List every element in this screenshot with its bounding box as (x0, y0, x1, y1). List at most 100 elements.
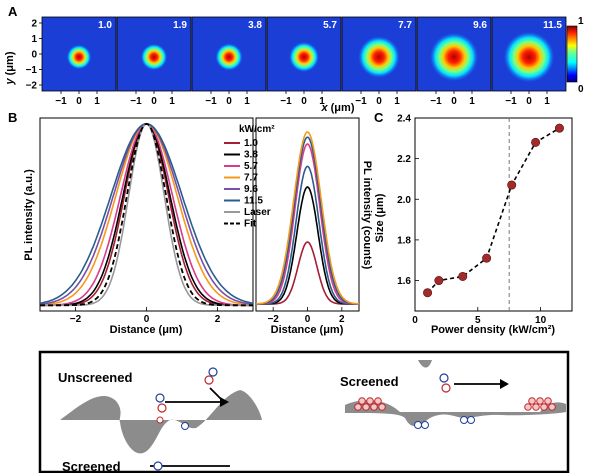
legend-label: 9.6 (244, 184, 258, 195)
screened-drift-arrowhead (500, 379, 509, 389)
a-xlabel-var: x (321, 102, 329, 114)
heatmap-power-label: 1.9 (173, 20, 187, 31)
heatmap-spot (503, 31, 555, 83)
c-y-tick-label: 1.8 (397, 235, 411, 246)
a-xlabel: x (μm) (321, 102, 355, 114)
legend-label: 5.7 (244, 161, 258, 172)
a-xlabel-unit: (μm) (331, 102, 355, 114)
heatmap-power-label: 9.6 (473, 20, 487, 31)
a-x-tick-label: 0 (526, 96, 532, 107)
heatmap-spot (215, 43, 243, 71)
c-trend-line (427, 127, 560, 294)
c-x-tick-label: 0 (412, 315, 418, 326)
c-data-point (507, 180, 517, 190)
b-right-series-line (256, 131, 359, 305)
legend-label: 1.0 (244, 138, 258, 149)
legend-label: 7.7 (244, 173, 258, 184)
heatmap-spot (140, 43, 168, 71)
legend-label: Laser (244, 207, 271, 218)
b-legend-title: kW/cm² (239, 124, 275, 135)
a-y-tick-label: 2 (31, 19, 37, 30)
b-left-tick-label: 2 (215, 314, 221, 325)
screened-potential-shape (345, 400, 566, 427)
exciton-icon (153, 461, 163, 471)
heatmap-image: 9.6 (416, 16, 492, 92)
b-left-series-line (39, 122, 254, 305)
a-x-tick-label: 0 (451, 96, 457, 107)
b-right-ylabel: PL intensity (counts) (361, 161, 373, 270)
b-right-frame (255, 117, 360, 312)
hole-marker (358, 397, 366, 405)
a-y-tick-label: −1 (26, 65, 38, 76)
heatmap-image: 11.5 (491, 16, 567, 92)
a-x-tick-label: 0 (151, 96, 157, 107)
b-left-x-axis: −2 0 2 (70, 307, 221, 325)
c-xlabel: Power density (kW/cm²) (431, 324, 555, 336)
a-ylabel-unit: (μm) (4, 51, 16, 75)
electron-cluster (414, 416, 475, 429)
b-right-series-line (256, 165, 359, 305)
unscreened-charge-markers (156, 416, 189, 430)
a-ylabel: y (μm) (4, 51, 16, 85)
a-x-tick-label: 1 (244, 96, 250, 107)
c-data-point (434, 276, 444, 286)
schematic-screened-label-right: Screened (340, 374, 399, 389)
hole-marker (354, 403, 362, 411)
heatmap-power-label: 5.7 (323, 20, 337, 31)
a-colorbar (566, 25, 578, 83)
panel-label-b: B (8, 110, 17, 125)
panel-b: PL intensity (a.u.) −2 0 2 Distance (μm) k… (23, 117, 373, 336)
heatmap-image: 3.8 (191, 16, 267, 92)
a-x-tick-label: 0 (301, 96, 307, 107)
heatmap-power-label: 7.7 (398, 20, 412, 31)
panel-c: Size (μm) 1.6 1.8 2.0 2.2 2.4 0 5 10 Power den… (374, 114, 573, 336)
heatmap-power-label: 1.0 (98, 20, 112, 31)
exciton-icon (204, 367, 218, 385)
a-colorbar-max: 1 (578, 16, 584, 27)
schematic-unscreened-label: Unscreened (58, 370, 132, 385)
a-x-tick-label: 1 (94, 96, 100, 107)
c-data-point (482, 253, 492, 263)
hole-marker (548, 403, 556, 411)
b-right-tick-label: 2 (339, 314, 345, 325)
schematic-screened-label-bottom: Screened (62, 459, 121, 473)
a-x-tick-label: −1 (505, 96, 517, 107)
a-x-tick-label: 1 (469, 96, 475, 107)
b-right-series-line (256, 241, 359, 305)
a-x-tick-label: −1 (130, 96, 142, 107)
b-left-frame (39, 117, 254, 312)
a-colorbar-min: 0 (578, 84, 584, 95)
a-x-tick-label: −1 (205, 96, 217, 107)
b-left-series-line (40, 122, 253, 307)
b-right-tick-label: −2 (267, 314, 279, 325)
c-y-tick-label: 2.0 (397, 195, 411, 206)
a-x-tick-label: 1 (169, 96, 175, 107)
c-data-point (423, 288, 433, 298)
b-left-xlabel: Distance (μm) (110, 324, 183, 336)
c-data-point (458, 271, 468, 281)
b-right-tick-label: 0 (305, 314, 311, 325)
hole-cluster-right (524, 397, 556, 411)
hole-cluster-left (354, 397, 386, 411)
a-x-tick-label: 1 (544, 96, 550, 107)
a-x-tick-label: 1 (394, 96, 400, 107)
a-x-tick-label: 0 (376, 96, 382, 107)
heatmap-image: 7.7 (341, 16, 417, 92)
b-left-tick-label: 0 (144, 314, 150, 325)
panel-label-c: C (374, 110, 384, 125)
a-y-tick-label: 0 (31, 50, 37, 61)
a-image-strip: 1.0 1.9 3.8 5.7 7.7 9.6 11.5 (41, 16, 567, 92)
hole-marker (536, 397, 544, 405)
heatmap-image: 1.9 (116, 16, 192, 92)
c-y-tick-label: 2.2 (397, 154, 411, 165)
b-left-series-line (40, 122, 253, 306)
exciton-icon (155, 393, 167, 413)
panel-label-a: A (8, 4, 18, 19)
unscreened-deflect-arrow (209, 387, 223, 401)
c-data-point (554, 123, 564, 133)
a-x-tick-label: 0 (226, 96, 232, 107)
a-y-axis: 2 1 0 −1 −2 (26, 19, 42, 92)
b-left-tick-label: −2 (70, 314, 82, 325)
